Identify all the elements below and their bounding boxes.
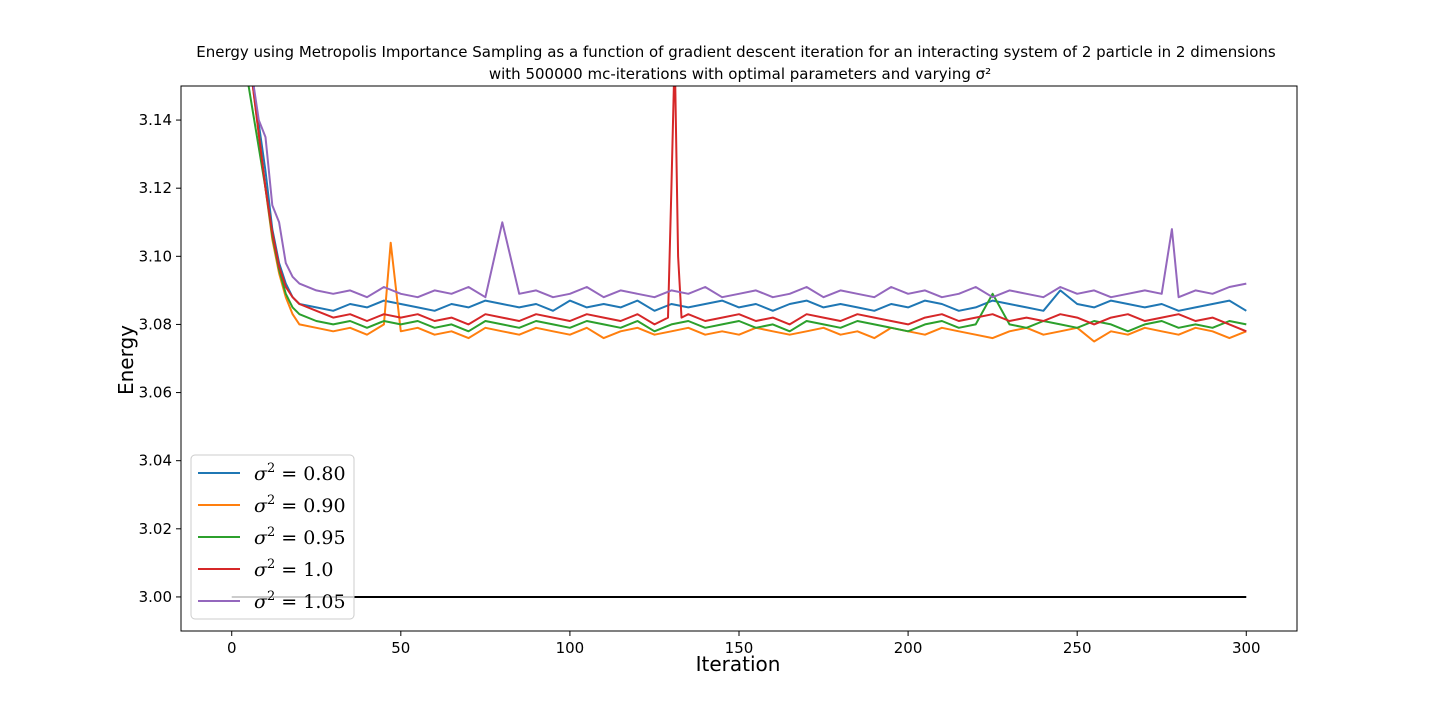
series-line-3 (247, 86, 1247, 333)
y-axis: 3.00 3.02 3.04 3.06 3.08 3.10 3.12 3.14 (139, 111, 181, 606)
series-layer (247, 86, 1247, 343)
x-tick-label: 0 (227, 639, 237, 657)
x-tick-label: 250 (1063, 639, 1092, 657)
x-tick-label: 50 (391, 639, 410, 657)
y-tick-label: 3.04 (139, 452, 172, 470)
legend: σ2 = 0.80 σ2 = 0.90 σ2 = 0.95 σ2 = 1.0 σ2 = … (190, 454, 355, 620)
series-line-1 (252, 86, 1247, 312)
y-tick-label: 3.08 (139, 315, 172, 333)
x-tick-label: 150 (725, 639, 754, 657)
x-tick-label: 200 (894, 639, 923, 657)
y-tick-label: 3.12 (139, 179, 172, 197)
y-tick-label: 3.06 (139, 384, 172, 402)
y-tick-label: 3.00 (139, 588, 172, 606)
series-line-5 (252, 86, 1247, 299)
x-axis: 0 50 100 150 200 250 300 (227, 631, 1261, 657)
legend-label-1: σ2 = 0.80 (254, 461, 346, 485)
chart-title-line-1: Energy using Metropolis Importance Sampl… (196, 43, 1276, 61)
legend-label-4: σ2 = 1.0 (254, 557, 333, 581)
y-tick-label: 3.10 (139, 247, 172, 265)
series-line-4 (251, 86, 1247, 333)
y-tick-label: 3.02 (139, 520, 172, 538)
y-tick-label: 3.14 (139, 111, 172, 129)
chart-title-line-2: with 500000 mc-iterations with optimal p… (489, 65, 991, 83)
x-tick-label: 100 (556, 639, 585, 657)
x-axis-label: Iteration (696, 652, 781, 676)
y-axis-label: Energy (114, 325, 138, 395)
legend-label-3: σ2 = 0.95 (254, 525, 346, 549)
series-line-2 (251, 86, 1247, 343)
legend-box (190, 454, 355, 620)
legend-label-2: σ2 = 0.90 (254, 493, 346, 517)
legend-label-5: σ2 = 1.05 (254, 589, 346, 613)
x-tick-label: 300 (1232, 639, 1261, 657)
